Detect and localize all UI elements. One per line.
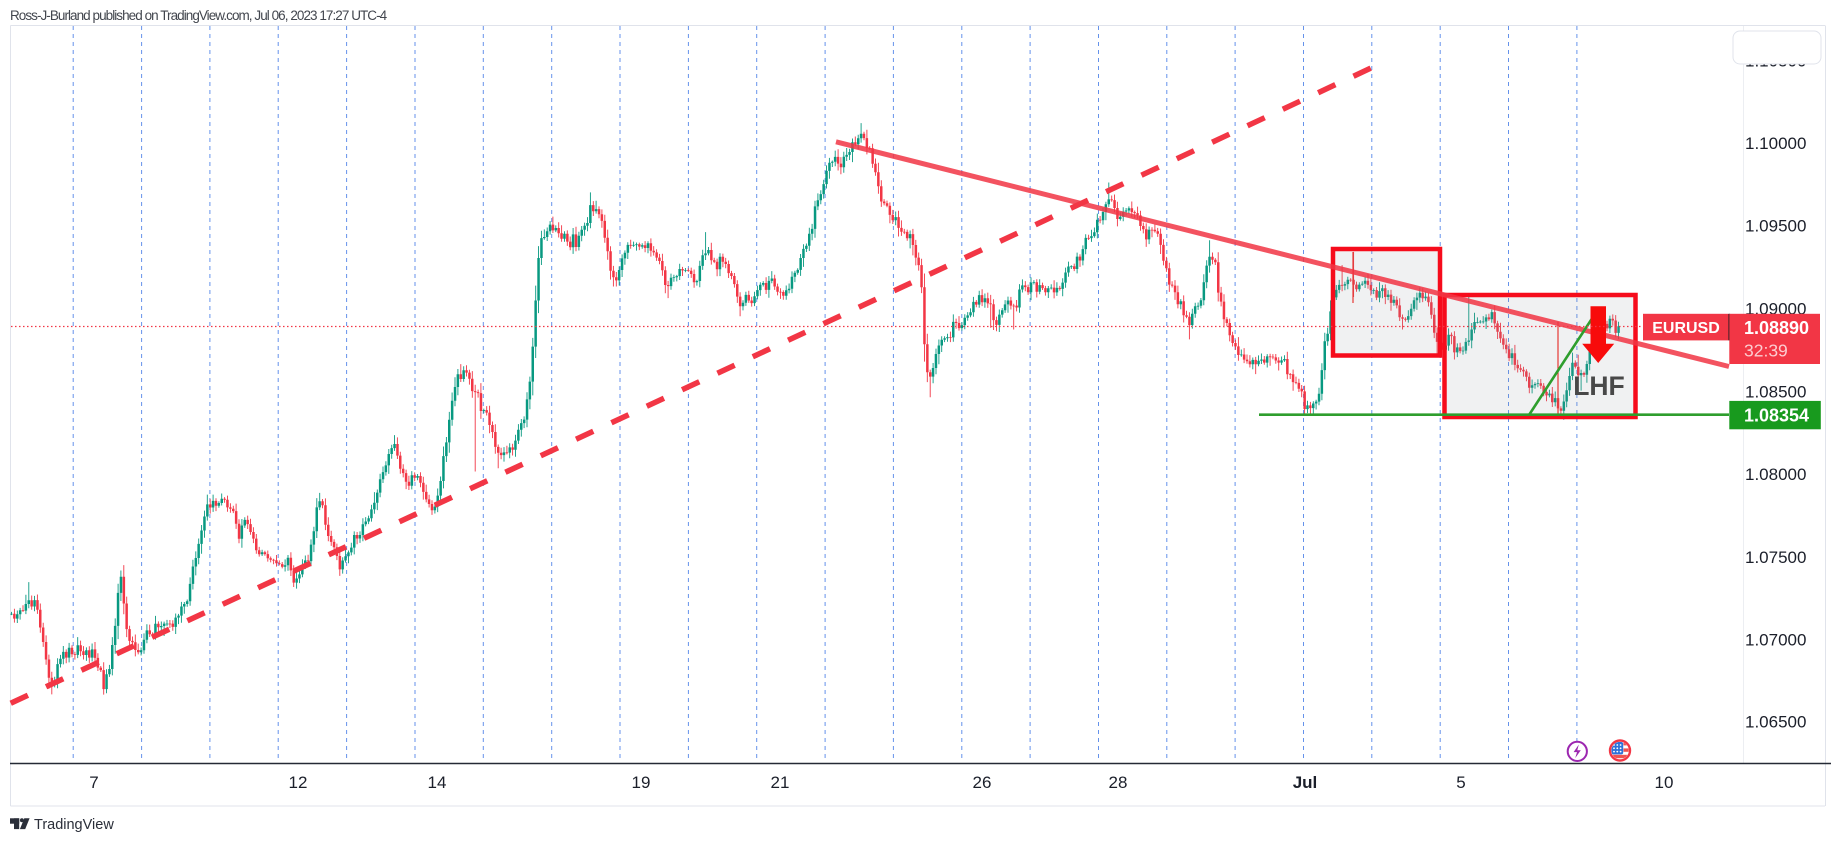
svg-text:7: 7 (89, 773, 98, 792)
svg-text:32:39: 32:39 (1744, 341, 1788, 361)
svg-text:1.09000: 1.09000 (1745, 300, 1806, 319)
svg-text:1.10000: 1.10000 (1745, 134, 1806, 153)
svg-text:26: 26 (973, 773, 992, 792)
svg-text:19: 19 (632, 773, 651, 792)
svg-text:1.09500: 1.09500 (1745, 217, 1806, 236)
svg-text:LHF: LHF (1573, 371, 1625, 401)
svg-text:Ross-J-Burland published on Tr: Ross-J-Burland published on TradingView.… (10, 8, 388, 23)
svg-text:1.07000: 1.07000 (1745, 631, 1806, 650)
svg-text:TradingView: TradingView (34, 817, 114, 833)
svg-text:1.08000: 1.08000 (1745, 465, 1806, 484)
svg-text:EURUSD: EURUSD (1652, 320, 1720, 337)
svg-text:1.06500: 1.06500 (1745, 713, 1806, 732)
svg-text:28: 28 (1109, 773, 1128, 792)
svg-text:Jul: Jul (1293, 773, 1318, 792)
svg-text:5: 5 (1456, 773, 1465, 792)
svg-text:1.08354: 1.08354 (1744, 405, 1809, 425)
svg-text:10: 10 (1655, 773, 1674, 792)
svg-text:12: 12 (289, 773, 308, 792)
svg-text:1.08890: 1.08890 (1744, 318, 1809, 338)
svg-text:14: 14 (428, 773, 447, 792)
svg-text:1.07500: 1.07500 (1745, 548, 1806, 567)
svg-text:21: 21 (771, 773, 790, 792)
svg-text:1.08500: 1.08500 (1745, 382, 1806, 401)
